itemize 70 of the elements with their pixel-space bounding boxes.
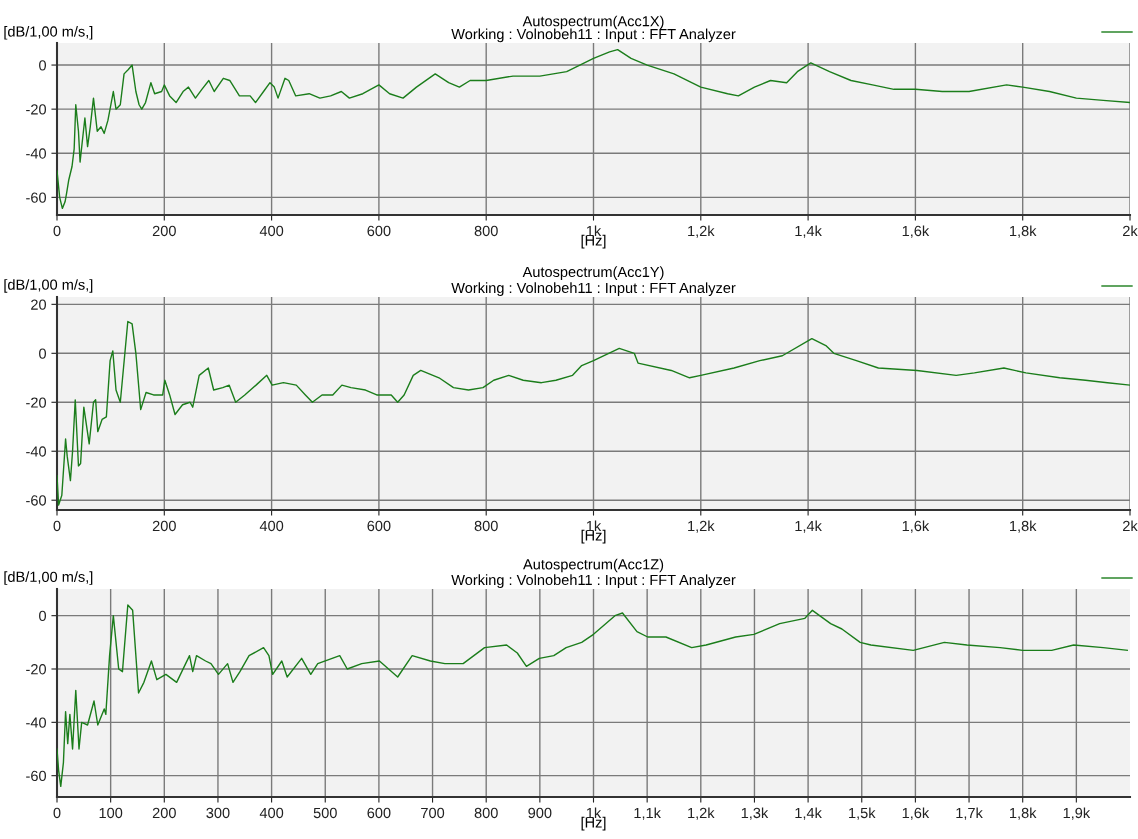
chart-subtitle: Working : Volnobeh11 : Input : FFT Analyzer	[451, 28, 736, 43]
x-tick-label: 100	[99, 807, 123, 819]
y-axis-title: [dB/1,00 m/s,]	[4, 571, 93, 585]
x-tick-label: 400	[259, 807, 284, 819]
x-tick-label: 0	[53, 807, 61, 819]
x-tick-label: 400	[259, 520, 284, 532]
x-tick-label: 700	[421, 807, 445, 819]
y-tick-label: 0	[39, 610, 47, 622]
chart-title: Autospectrum(Acc1Z)	[523, 558, 664, 573]
y-tick-label: -60	[26, 192, 47, 203]
x-tick-label: 600	[367, 225, 391, 237]
x-tick-label: 600	[367, 520, 391, 532]
chart-subtitle: Working : Volnobeh11 : Input : FFT Analyzer	[451, 574, 736, 588]
x-tick-label: 0	[53, 520, 61, 532]
x-tick-label: 800	[474, 520, 498, 532]
chart-title: Autospectrum(Acc1Y)	[522, 266, 664, 280]
x-tick-label: 900	[528, 807, 552, 819]
x-tick-label: 500	[313, 807, 337, 819]
x-tick-label: 1,2k	[688, 225, 715, 238]
x-tick-label: 1k	[586, 520, 602, 531]
x-tick-label: 1,6k	[902, 520, 930, 533]
x-tick-label: 1,2k	[688, 807, 715, 820]
x-tick-label: 800	[474, 807, 498, 819]
y-tick-label: -40	[26, 148, 47, 159]
y-tick-label: 20	[31, 299, 47, 310]
x-tick-label: 1,4k	[795, 520, 822, 533]
y-tick-label: -20	[26, 104, 47, 115]
x-tick-label: 300	[206, 807, 230, 819]
y-tick-label: -40	[26, 717, 47, 728]
x-tick-label: 1k	[586, 225, 602, 236]
x-tick-label: 1,6k	[902, 807, 930, 820]
line-series	[57, 604, 1129, 788]
y-axis-title: [dB/1,00 m/s,]	[4, 279, 93, 293]
line-series	[57, 48, 1130, 210]
x-tick-label: 400	[259, 225, 284, 237]
x-axis-title: [Hz]	[581, 529, 606, 544]
x-tick-label: 1,5k	[849, 807, 876, 820]
x-tick-label: 1,4k	[795, 807, 822, 820]
x-tick-label: 1,4k	[795, 225, 822, 238]
chart-title: Autospectrum(Acc1X)	[522, 15, 664, 30]
x-tick-label: 800	[474, 225, 498, 237]
y-tick-label: 0	[39, 348, 47, 359]
x-tick-label: 1,8k	[1010, 520, 1037, 533]
x-axis-title: [Hz]	[581, 816, 606, 831]
x-tick-label: 2k	[1123, 520, 1138, 531]
x-tick-label: 1k	[586, 807, 602, 818]
y-tick-label: -20	[26, 397, 47, 408]
x-tick-label: 1,2k	[688, 520, 715, 533]
x-tick-label: 2k	[1123, 225, 1138, 236]
x-tick-label: 1,6k	[902, 225, 930, 238]
x-axis-title: [Hz]	[581, 234, 606, 249]
x-tick-label: 0	[53, 225, 61, 237]
x-tick-label: 1,3k	[741, 807, 769, 820]
line-series	[57, 320, 1130, 506]
x-tick-label: 600	[367, 807, 391, 819]
y-tick-label: -60	[26, 495, 47, 506]
x-tick-label: 200	[152, 225, 176, 237]
y-tick-label: -40	[26, 446, 47, 457]
y-tick-label: -20	[26, 664, 47, 675]
y-tick-label: -60	[26, 770, 47, 782]
x-tick-label: 1,9k	[1063, 807, 1091, 820]
x-tick-label: 1,7k	[956, 807, 983, 820]
y-axis-title: [dB/1,00 m/s,]	[4, 25, 93, 40]
x-tick-label: 1,8k	[1010, 807, 1037, 820]
x-tick-label: 200	[152, 520, 176, 532]
chart-subtitle: Working : Volnobeh11 : Input : FFT Analyzer	[451, 282, 736, 296]
x-tick-label: 200	[152, 807, 176, 819]
x-tick-label: 1,1k	[634, 807, 661, 820]
y-tick-label: 0	[39, 60, 47, 71]
x-tick-label: 1,8k	[1010, 225, 1037, 238]
